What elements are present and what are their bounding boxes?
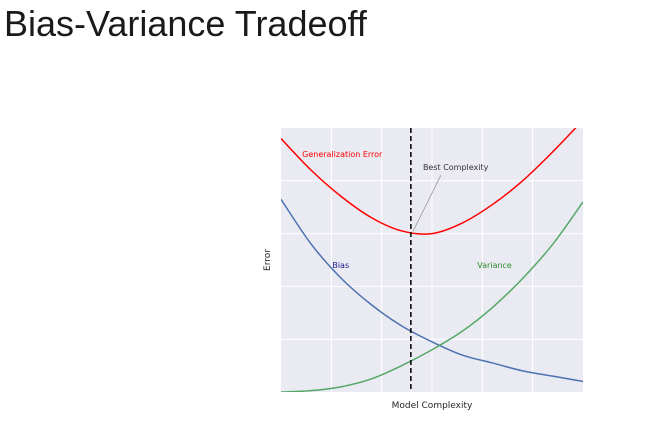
page-title: Bias-Variance Tradeoff: [4, 3, 367, 44]
annotation-best-complexity: Best Complexity: [423, 163, 489, 172]
series-line-bias: [281, 198, 583, 383]
x-axis-label: Model Complexity: [392, 401, 473, 411]
y-axis-label: Error: [263, 249, 273, 271]
annotation-generalization-error: Generalization Error: [302, 150, 383, 159]
annotation-arrow: [412, 175, 442, 232]
annotation-variance: Variance: [477, 261, 512, 270]
annotations: Generalization Error Bias Variance Best Com…: [302, 150, 512, 270]
series-line-variance: [281, 201, 583, 392]
curves: [281, 128, 583, 392]
annotation-bias: Bias: [332, 261, 349, 270]
series-line-generalization-error: [281, 128, 577, 235]
